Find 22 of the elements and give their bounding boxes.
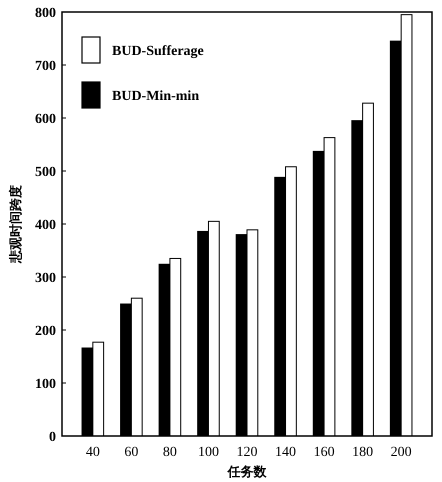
x-tick-label: 180 <box>352 445 374 460</box>
x-tick-label: 140 <box>275 445 296 460</box>
y-tick-label: 300 <box>35 271 56 286</box>
y-tick-label: 700 <box>35 59 56 74</box>
x-tick-label: 200 <box>390 445 412 460</box>
legend-label: BUD-Min-min <box>112 89 200 104</box>
y-tick-label: 600 <box>35 112 56 127</box>
x-tick-label: 100 <box>198 445 219 460</box>
y-tick-label: 400 <box>35 218 56 233</box>
x-tick-label: 80 <box>162 445 177 460</box>
y-tick-label: 200 <box>35 324 56 339</box>
y-axis-title: 悲观时间跨度 <box>8 185 24 264</box>
y-tick-label: 0 <box>49 430 56 445</box>
x-tick-label: 40 <box>86 445 100 460</box>
y-tick-label: 800 <box>35 6 56 21</box>
x-tick-label: 160 <box>314 445 335 460</box>
legend-label: BUD-Sufferage <box>112 44 204 59</box>
y-tick-label: 100 <box>35 377 56 392</box>
y-tick-label: 500 <box>35 165 56 180</box>
x-axis-title: 任务数 <box>226 465 268 480</box>
x-tick-label: 60 <box>124 445 138 460</box>
x-tick-label: 120 <box>236 445 258 460</box>
